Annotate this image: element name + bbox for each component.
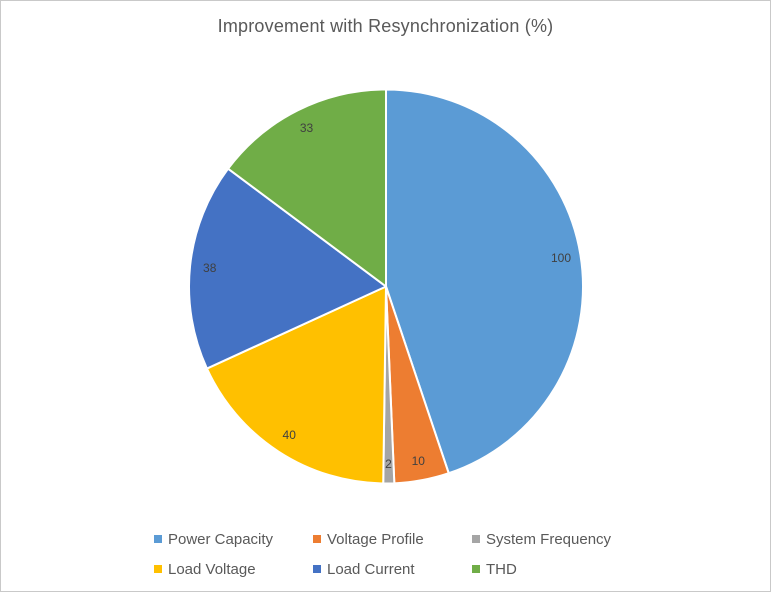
legend-item-system-frequency[interactable]: System Frequency [472, 529, 631, 549]
legend-swatch-load-current [313, 565, 321, 573]
legend-item-load-current[interactable]: Load Current [313, 559, 472, 579]
legend-label-thd: THD [486, 560, 517, 578]
legend-item-load-voltage[interactable]: Load Voltage [154, 559, 313, 579]
pie-data-label-thd: 33 [300, 121, 314, 135]
pie-data-label-load-voltage: 40 [283, 428, 297, 442]
legend-swatch-power-capacity [154, 535, 162, 543]
legend-item-thd[interactable]: THD [472, 559, 631, 579]
pie-slice-load-current[interactable] [188, 167, 387, 370]
pie-slice-power-capacity[interactable] [385, 88, 584, 475]
pie-slice-thd[interactable] [227, 88, 387, 288]
legend-swatch-load-voltage [154, 565, 162, 573]
legend-label-voltage-profile: Voltage Profile [327, 530, 424, 548]
pie-data-label-system-frequency: 2 [385, 457, 392, 471]
legend-item-power-capacity[interactable]: Power Capacity [154, 529, 313, 549]
pie-data-label-load-current: 38 [203, 261, 217, 275]
pie-plot: 100 10 2 40 38 33 [188, 88, 584, 485]
chart-title: Improvement with Resynchronization (%) [217, 16, 554, 36]
legend-label-load-current: Load Current [327, 560, 415, 578]
chart-legend: Power Capacity Voltage Profile System Freq… [154, 529, 631, 579]
legend-swatch-voltage-profile [313, 535, 321, 543]
pie-data-label-power-capacity: 100 [551, 251, 571, 265]
pie-slice-load-voltage[interactable] [205, 285, 387, 485]
legend-item-voltage-profile[interactable]: Voltage Profile [313, 529, 472, 549]
legend-swatch-system-frequency [472, 535, 480, 543]
legend-label-system-frequency: System Frequency [486, 530, 612, 548]
legend-swatch-thd [472, 565, 480, 573]
pie-data-label-voltage-profile: 10 [412, 454, 426, 468]
legend-label-load-voltage: Load Voltage [168, 560, 256, 578]
legend-label-power-capacity: Power Capacity [168, 530, 274, 548]
